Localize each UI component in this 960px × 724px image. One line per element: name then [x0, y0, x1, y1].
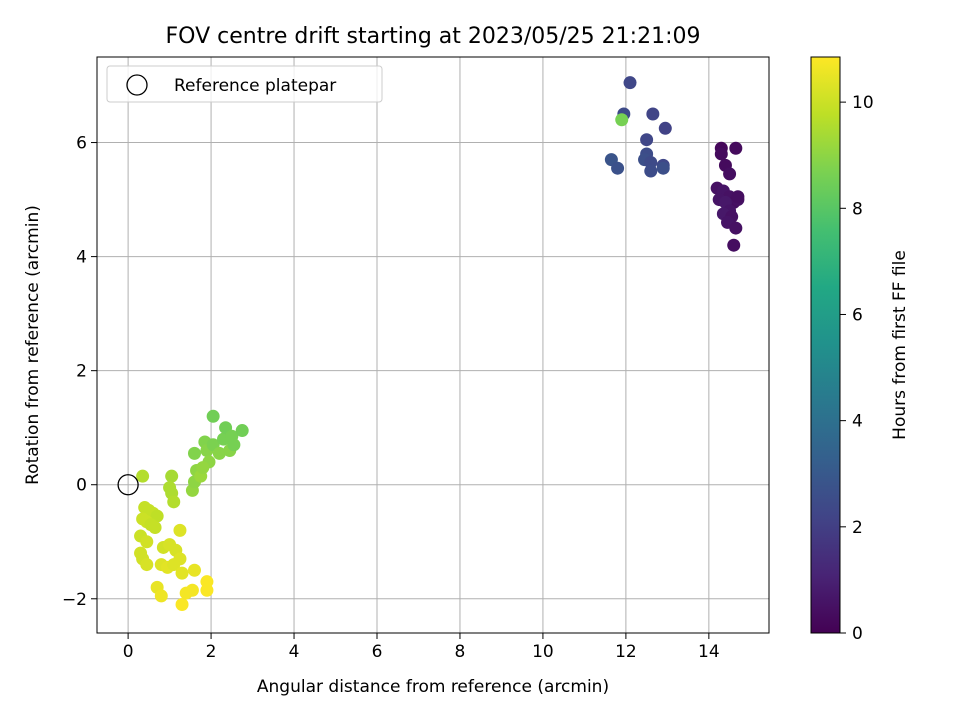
data-point	[644, 164, 658, 178]
x-tick-label: 4	[289, 642, 300, 662]
data-point	[727, 238, 741, 252]
x-tick-label: 14	[698, 642, 720, 662]
colorbar-tick-label: 10	[852, 93, 874, 113]
colorbar-tick-label: 2	[852, 518, 863, 538]
colorbar-tick-label: 8	[852, 199, 863, 219]
data-point	[206, 409, 220, 423]
data-point	[731, 190, 745, 204]
x-axis-ticks: 0 2 4 6 8 10 12 14	[123, 633, 720, 662]
legend-entry-reference: Reference platepar	[174, 76, 336, 96]
data-point	[723, 167, 737, 181]
colorbar-tick-label: 6	[852, 305, 863, 325]
data-point	[658, 121, 672, 135]
data-point	[148, 520, 162, 534]
y-tick-label: 6	[76, 134, 87, 154]
reference-marker	[117, 474, 139, 496]
data-point	[714, 147, 728, 161]
colorbar: 0 2 4 6 8 10 Hours from first FF file	[810, 56, 910, 644]
data-point	[611, 161, 625, 175]
legend-marker-icon	[126, 74, 148, 96]
data-point	[173, 523, 187, 537]
data-point	[167, 558, 181, 572]
colorbar-ticks: 0 2 4 6 8 10	[840, 93, 874, 644]
x-tick-label: 0	[123, 642, 134, 662]
data-point	[140, 535, 154, 549]
y-tick-label: 0	[76, 476, 87, 496]
colorbar-tick-label: 4	[852, 412, 863, 432]
data-point	[167, 495, 181, 509]
legend: Reference platepar	[106, 65, 383, 103]
plot-frame	[96, 56, 770, 634]
data-point	[656, 161, 670, 175]
x-tick-label: 8	[455, 642, 466, 662]
data-point	[227, 438, 241, 452]
data-point	[200, 583, 214, 597]
y-tick-label: 4	[76, 248, 87, 268]
x-tick-label: 6	[372, 642, 383, 662]
data-point	[235, 424, 249, 438]
data-points	[134, 76, 745, 611]
colorbar-tick-label: 0	[852, 624, 863, 644]
data-point	[175, 566, 189, 580]
reference-point-marker	[117, 474, 139, 496]
data-point	[187, 563, 201, 577]
data-point	[140, 558, 154, 572]
data-point	[640, 133, 654, 147]
legend-box	[106, 65, 383, 103]
x-tick-label: 2	[206, 642, 217, 662]
data-point	[196, 461, 210, 475]
x-tick-label: 10	[532, 642, 554, 662]
plot-area	[97, 57, 769, 633]
y-tick-label: 2	[76, 362, 87, 382]
grid-lines	[97, 57, 769, 633]
data-point	[187, 446, 201, 460]
y-tick-label: −2	[62, 590, 87, 610]
data-point	[165, 469, 179, 483]
data-point	[646, 107, 660, 121]
chart-title: FOV centre drift starting at 2023/05/25 …	[166, 24, 701, 49]
data-point	[175, 597, 189, 611]
y-axis-ticks: −2 0 2 4 6	[62, 134, 97, 610]
data-point	[185, 583, 199, 597]
data-point	[729, 141, 743, 155]
x-axis-label: Angular distance from reference (arcmin)	[257, 677, 609, 697]
data-point	[136, 469, 150, 483]
colorbar-gradient	[810, 56, 841, 634]
data-point	[615, 113, 629, 127]
data-point	[212, 446, 226, 460]
x-tick-label: 12	[615, 642, 637, 662]
colorbar-label: Hours from first FF file	[890, 250, 910, 440]
data-point	[729, 221, 743, 235]
y-axis-label: Rotation from reference (arcmin)	[23, 205, 43, 485]
data-point	[154, 589, 168, 603]
data-point	[623, 76, 637, 90]
